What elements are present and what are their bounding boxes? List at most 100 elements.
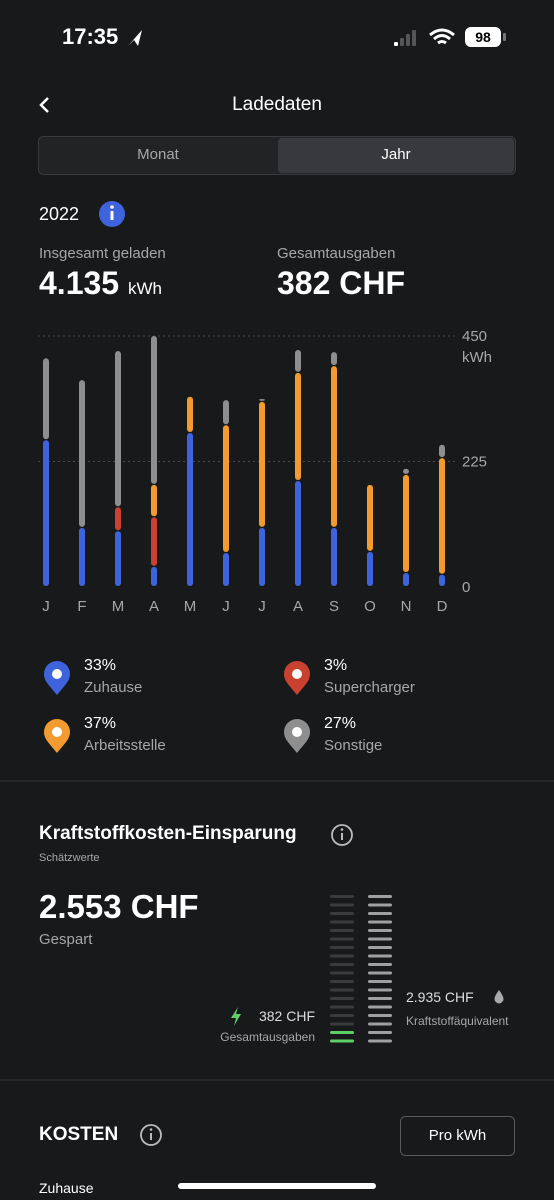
meter-dash [330,980,354,983]
meter-dash [368,895,392,898]
meter-dash [368,1005,392,1009]
spent-label: Gesamtausgaben [220,1030,315,1044]
x-tick-label: F [77,598,86,615]
meter-dash [330,971,354,975]
battery [465,27,501,47]
meter-dash [330,1014,354,1017]
info-icon[interactable] [140,1124,162,1146]
bar-segment [151,336,157,484]
x-tick-label: M [112,598,125,615]
bar-segment [403,474,409,573]
meter-dash [368,1022,392,1026]
y-unit: kWh [462,349,492,366]
bar-segment [187,433,193,586]
savings-value: 2.553 CHF [39,888,199,925]
section-title: KOSTEN [39,1124,119,1145]
x-tick-label: A [149,598,159,615]
chart: 0 225 450 kWh J F M A M J J A S O N D [38,328,492,615]
bar-segment [79,380,85,527]
x-tick-label: J [258,598,266,615]
x-tick-label: A [293,598,303,615]
button-frame[interactable] [400,1116,515,1156]
bar-segment [151,566,157,586]
bar-segment [115,351,121,507]
bar-segment [43,358,49,440]
bar-segment [295,372,301,481]
back-button[interactable] [39,97,49,113]
unit: kWh [127,279,162,298]
info-glyph [150,1133,152,1140]
wifi-icon [429,28,455,45]
meter-dash [368,937,392,941]
tab-selected[interactable] [278,138,514,173]
bar-segment [331,366,337,527]
meter-dash [368,988,392,992]
meter-dash [330,1022,354,1026]
drop-icon [494,990,504,1004]
legend-share: 3% [324,657,348,674]
bar-segment [259,527,265,586]
meter-dash [368,946,392,949]
y-tick-label: 450 [462,328,487,345]
meter-dash [330,946,354,949]
legend-label: Zuhause [84,679,143,696]
savings-label: Gespart [39,931,93,948]
meter-dash [368,912,392,915]
bar-segment [115,507,121,531]
signal [400,38,404,46]
bar-segment [151,484,157,517]
tab[interactable]: Jahr [381,146,411,163]
legend-share: 37% [84,715,117,732]
x-tick-label: N [401,598,412,615]
y-tick-label: 225 [462,454,487,471]
info-icon[interactable] [331,824,353,846]
bar-segment [403,573,409,586]
time: 17:35 [62,24,119,49]
fuel-label: Kraftstoffäquivalent [406,1014,509,1028]
bar-segment [439,458,445,574]
x-tick-label: D [437,598,448,615]
info-glyph [341,833,343,840]
bar-segment [295,481,301,586]
battery-level: 98 [475,29,491,45]
bar-segment [295,349,301,372]
info-glyph [340,828,344,831]
info-glyph [110,211,114,220]
button-label[interactable]: Pro kWh [428,1127,487,1144]
bar-segment [79,527,85,586]
bar-segment [259,399,265,401]
y-tick-label: 0 [462,579,470,596]
bar-segment [223,400,229,425]
year: 2022 [39,204,80,224]
x-tick-label: S [329,598,339,615]
bar-segment [367,551,373,586]
bar-segment [223,425,229,552]
section-subtitle: Schätzwerte [39,852,100,864]
battery-tip [503,33,506,41]
meter-dash [368,963,392,966]
bar-segment [187,396,193,433]
bar-segment [367,484,373,551]
tab[interactable]: Monat [137,146,179,163]
bar-segment [439,574,445,586]
legend-label: Supercharger [324,679,415,696]
row-label: Zuhause [39,1180,94,1196]
bar-segment [331,527,337,586]
meter-dash [330,903,354,907]
info-glyph [149,1128,153,1131]
stat-label: Gesamtausgaben [277,245,396,262]
meter-dash [330,1005,354,1009]
meter-dash [368,903,392,907]
meter-dash [368,971,392,975]
page-title: Ladedaten [232,94,322,115]
bar-segment [223,552,229,586]
meter-dash [368,997,392,1000]
fuel-value: 2.935 CHF [406,989,474,1005]
x-tick-label: M [184,598,197,615]
legend-label: Arbeitsstelle [84,737,166,754]
stat-value: 4.135 kWh [39,265,162,302]
legend-share: 27% [324,715,357,732]
legend-label: Sonstige [324,737,383,754]
bar-segment [151,517,157,566]
